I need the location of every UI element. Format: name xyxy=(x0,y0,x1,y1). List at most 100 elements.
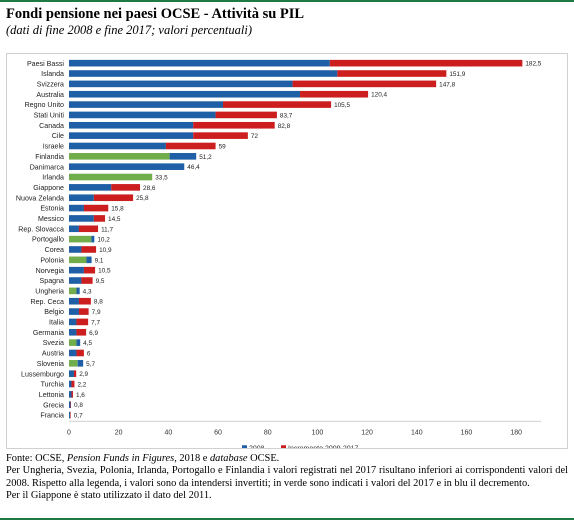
category-label: Regno Unito xyxy=(25,101,64,109)
x-tick-label: 140 xyxy=(411,429,423,436)
category-label: Germania xyxy=(33,329,64,337)
data-label: 14,5 xyxy=(108,216,121,223)
data-label: 1,6 xyxy=(76,392,85,399)
data-label: 105,5 xyxy=(334,102,350,109)
bar-increment xyxy=(93,194,134,202)
data-label: 25,8 xyxy=(136,195,149,202)
category-label: Nuova Zelanda xyxy=(16,194,64,202)
x-tick-label: 0 xyxy=(67,429,71,436)
category-label: Giappone xyxy=(33,184,64,192)
bar-increment xyxy=(81,277,93,284)
category-label: Australia xyxy=(36,91,64,99)
bar-2008 xyxy=(69,266,84,274)
category-label: Lussemburgo xyxy=(21,370,64,378)
source-note: Fonte: OCSE, Pension Funds in Figures, 2… xyxy=(6,453,280,464)
bar-2008 xyxy=(69,391,72,398)
bar-increment xyxy=(223,101,332,108)
bar-2008 xyxy=(69,370,74,377)
category-label: Austria xyxy=(42,350,64,358)
category-label: Svezia xyxy=(43,339,64,347)
bar-2008 xyxy=(69,204,84,212)
bar-increment xyxy=(111,184,141,191)
page-subtitle: (dati di fine 2008 e fine 2017; valori p… xyxy=(6,23,253,37)
bar-increment xyxy=(193,132,248,139)
bar-decrease xyxy=(86,256,92,264)
footnotes: Fonte: OCSE, Pension Funds in Figures, 2… xyxy=(6,453,568,502)
data-label: 147,8 xyxy=(439,81,455,88)
data-label: 11,7 xyxy=(101,226,113,233)
bar-increment xyxy=(76,328,87,336)
x-tick-label: 60 xyxy=(214,429,222,436)
category-label: Belgio xyxy=(44,308,64,316)
legend-note: Per Ungheria, Svezia, Polonia, Irlanda, … xyxy=(6,465,568,489)
category-label: Rep. Slovacca xyxy=(18,225,64,233)
category-label: Slovenia xyxy=(37,360,64,368)
bar-2008 xyxy=(69,111,216,119)
category-label: Rep. Ceca xyxy=(30,298,64,306)
category-label: Finlandia xyxy=(35,153,64,161)
bar-2008 xyxy=(69,101,224,108)
category-label: Ungheria xyxy=(35,287,64,295)
category-label: Norvegia xyxy=(36,267,64,275)
x-tick-label: 20 xyxy=(115,429,123,436)
data-label: 10,9 xyxy=(99,247,112,254)
bar-2008 xyxy=(69,401,71,409)
bar-2008 xyxy=(69,328,77,336)
x-tick-label: 80 xyxy=(264,429,272,436)
legend-label-2008: 2008 xyxy=(249,445,265,448)
bar-2008 xyxy=(69,90,301,98)
bar-increment xyxy=(329,59,523,67)
data-label: 46,4 xyxy=(187,164,200,171)
bar-increment xyxy=(71,391,73,398)
bar-increment xyxy=(300,90,369,98)
bar-2017-green xyxy=(69,153,170,160)
bar-increment xyxy=(193,121,275,129)
bar-2008 xyxy=(69,225,79,233)
category-label: Stati Uniti xyxy=(34,112,65,120)
category-label: Lettonia xyxy=(39,391,64,399)
data-label: 0,8 xyxy=(74,402,83,409)
data-label: 72 xyxy=(251,133,259,140)
data-label: 2,9 xyxy=(79,371,88,378)
bar-decrease xyxy=(76,287,80,295)
bar-2008 xyxy=(69,132,194,139)
bar-chart: Paesi Bassi 182,5 Islanda 151,9 Svizzera 147,… xyxy=(16,59,542,448)
data-label: 82,8 xyxy=(278,123,291,130)
bar-2008 xyxy=(69,184,112,191)
bar-2017-green xyxy=(69,287,77,295)
data-label: 83,7 xyxy=(280,112,293,119)
category-label: Spagna xyxy=(40,277,65,285)
bar-2008 xyxy=(69,380,72,388)
bar-increment xyxy=(83,204,109,212)
bar-2017-green xyxy=(69,256,87,264)
category-label: Paesi Bassi xyxy=(27,60,64,68)
category-label: Cile xyxy=(52,132,64,140)
category-label: Grecia xyxy=(43,401,64,409)
bar-2017-green xyxy=(69,173,153,181)
x-tick-label: 120 xyxy=(361,429,373,436)
category-label: Svizzera xyxy=(37,80,64,88)
bar-increment xyxy=(76,349,84,357)
bar-2017-green xyxy=(69,339,77,346)
category-label: Danimarca xyxy=(30,163,64,171)
bar-decrease xyxy=(169,153,197,160)
data-label: 9,5 xyxy=(96,278,105,285)
bar-increment xyxy=(337,70,447,77)
bar-increment xyxy=(93,215,106,222)
bar-increment xyxy=(81,246,97,253)
bar-2008 xyxy=(69,163,185,170)
bar-increment xyxy=(78,308,89,315)
data-label: 7,9 xyxy=(92,309,101,316)
category-label: Portogallo xyxy=(32,236,64,244)
data-label: 182,5 xyxy=(525,61,541,68)
data-label: 10,5 xyxy=(98,268,111,275)
category-label: Polonia xyxy=(40,256,64,264)
legend-label-increment: Incremento 2009-2017 xyxy=(288,445,359,448)
category-label: Corea xyxy=(45,246,64,254)
data-label: 15,8 xyxy=(111,206,124,213)
category-label: Islanda xyxy=(41,70,64,78)
japan-note: Per il Giappone è stato utilizzato il da… xyxy=(6,489,212,501)
category-label: Estonia xyxy=(40,205,64,213)
data-label: 151,9 xyxy=(449,71,465,78)
category-label: Israele xyxy=(43,143,64,151)
